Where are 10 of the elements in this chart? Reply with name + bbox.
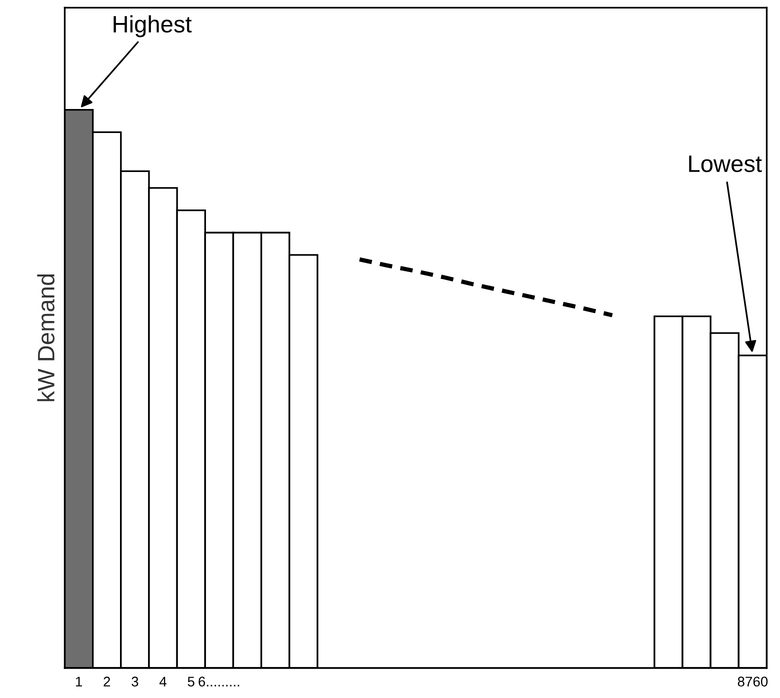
x-tick-label: 8760	[738, 676, 768, 687]
x-tick-label: 5	[188, 676, 194, 687]
annotation: Highest	[114, 15, 192, 38]
x-tick-label: 2	[104, 676, 110, 686]
x-tick-label: 3	[132, 676, 138, 687]
annotation: Lowest	[689, 156, 762, 172]
x-tick-label: 1	[76, 676, 82, 686]
x-tick-label: 6.........	[198, 676, 240, 687]
x-tick-label: 4	[159, 676, 166, 686]
y-axis-title: kW Demand	[37, 274, 55, 402]
